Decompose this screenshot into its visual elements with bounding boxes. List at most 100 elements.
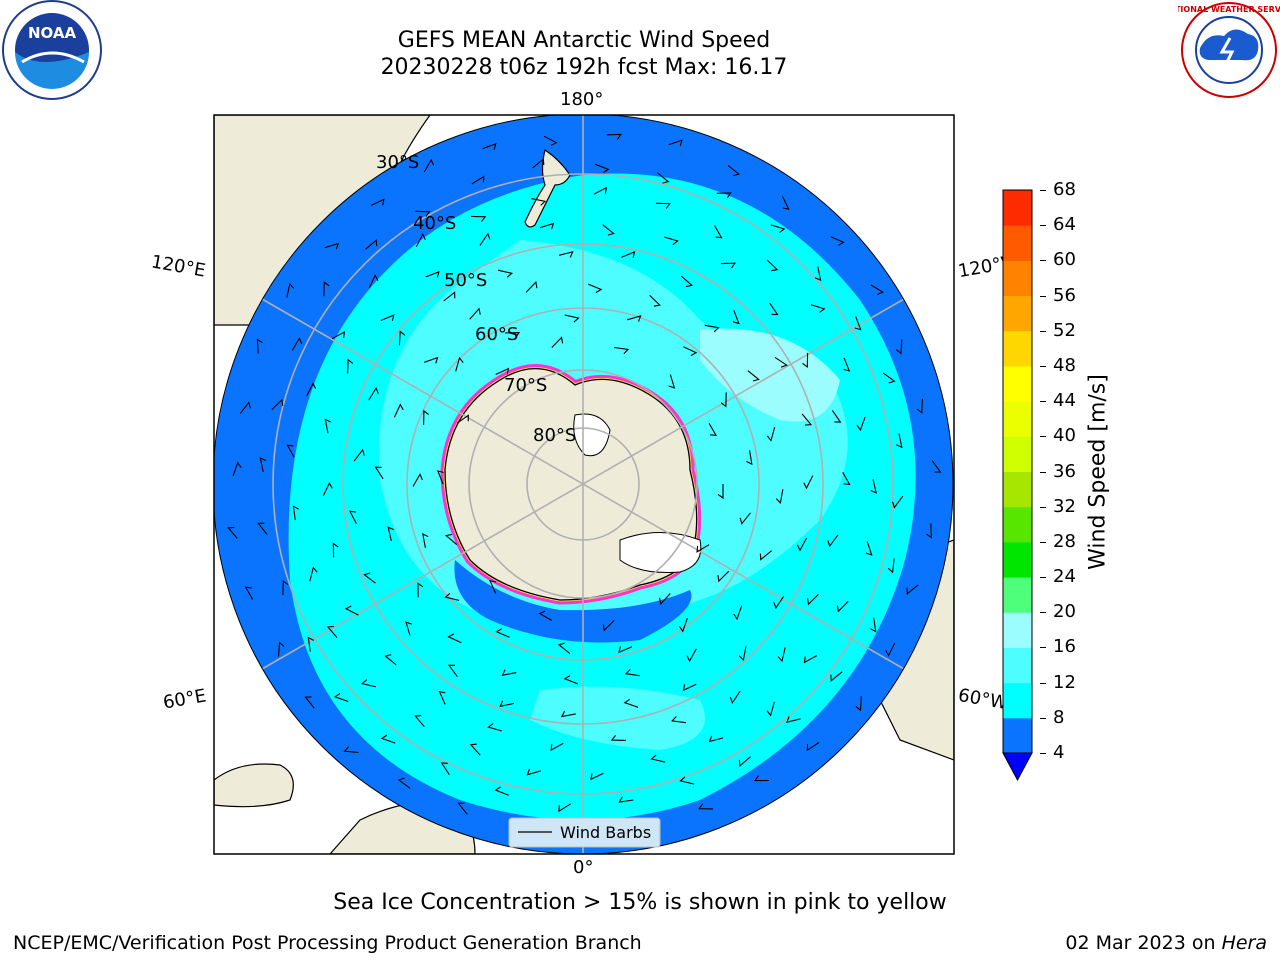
wind-barb [621, 250, 636, 258]
colorbar-segment [1003, 471, 1032, 508]
wind-barb [806, 742, 820, 752]
colorbar-tick-mark [1040, 577, 1046, 579]
lat-label-80s: 80°S [533, 425, 577, 446]
wind-barb [331, 331, 346, 340]
wind-barb [626, 315, 642, 322]
wind-barb [227, 526, 238, 539]
wind-barb [368, 386, 379, 401]
wind-barb [602, 620, 615, 632]
colorbar-tick-label: 60 [1053, 249, 1076, 271]
colorbar-outline [1002, 189, 1033, 754]
wind-barb [854, 316, 862, 331]
wind-barb [830, 671, 843, 682]
wind-barb [531, 198, 547, 206]
colorbar-tick-mark [1040, 753, 1046, 754]
colorbar-tick-mark [1040, 647, 1046, 649]
wind-barb [440, 762, 450, 775]
wind-barb [504, 332, 521, 338]
wind-barb [259, 457, 267, 472]
wind-barb [906, 584, 919, 595]
colorbar-tick-mark [1040, 506, 1046, 508]
colorbar-tick-label: 40 [1053, 425, 1076, 447]
lat-label-30s: 30°S [376, 152, 420, 173]
wind-barb [232, 461, 242, 477]
wind-barb [291, 337, 303, 351]
chart-subtitle: 20230228 t06z 192h fcst Max: 16.17 [380, 55, 788, 80]
wind-barb [720, 262, 736, 269]
wind-barb [803, 655, 818, 664]
colorbar-tick-mark [1040, 365, 1046, 367]
wind-barb [526, 768, 542, 776]
wind-barb [444, 592, 460, 601]
wind-barb [445, 533, 458, 546]
colorbar-segment [1003, 330, 1032, 367]
colorbar-segment [1003, 717, 1032, 754]
wind-barb [348, 510, 357, 524]
lat-label-50s: 50°S [444, 270, 488, 291]
wind-barb [344, 605, 359, 616]
wind-barb [732, 310, 740, 325]
wind-barb [306, 382, 317, 397]
wind-barb [286, 444, 295, 458]
wind-barb [368, 274, 379, 289]
wind-barb [558, 251, 574, 258]
wind-barb [405, 621, 412, 636]
wind-barb [698, 803, 714, 810]
colorbar-tick-label: 28 [1053, 530, 1076, 552]
wind-barb [739, 512, 751, 525]
wind-barb [668, 139, 683, 147]
wind-barb [775, 489, 784, 505]
wind-barb [810, 304, 826, 313]
wind-barb [802, 352, 809, 368]
lat-label-40s: 40°S [413, 213, 457, 234]
wind-barb [494, 786, 509, 796]
colorbar-tick-label: 44 [1053, 390, 1076, 412]
wind-barb [525, 281, 538, 293]
wind-barb [415, 233, 426, 247]
wind-barb [587, 283, 603, 294]
wind-barb [729, 690, 741, 704]
wind-barb [487, 723, 502, 732]
wind-barb [649, 295, 661, 307]
wind-barb [770, 224, 786, 234]
wind-barb [671, 716, 687, 724]
wind-barb [332, 542, 339, 558]
wind-barb [887, 558, 895, 574]
wind-barb [716, 192, 732, 199]
wind-barb [292, 505, 299, 521]
wind-barb [550, 742, 564, 752]
colorbar-tick-mark [1040, 260, 1046, 262]
wind-barb [239, 401, 251, 414]
colorbar-segment [1003, 365, 1032, 402]
wind-barb [415, 210, 431, 217]
wind-barb [489, 579, 497, 594]
legend-label: Wind Barbs [560, 823, 651, 842]
wind-barb [678, 617, 688, 633]
wind-barb [668, 374, 676, 389]
wind-barb [708, 423, 718, 437]
wind-barb [447, 633, 462, 644]
colorbar-tick-mark [1040, 471, 1046, 473]
colorbar-segment [1003, 647, 1032, 684]
chart-title: GEFS MEAN Antarctic Wind Speed [397, 28, 771, 53]
wind-barb [244, 586, 254, 600]
wind-barb [896, 433, 903, 449]
wind-barb [370, 198, 385, 206]
wind-barb [827, 534, 839, 548]
wind-barb [855, 696, 862, 712]
wind-barb [892, 495, 904, 509]
wind-barb [885, 642, 896, 657]
wind-barb [425, 270, 440, 278]
wind-barb [623, 698, 639, 708]
wind-barb [374, 466, 384, 480]
wind-barb [682, 683, 697, 692]
wind-barb [747, 370, 760, 382]
wind-barb [683, 346, 698, 357]
wind-barb [801, 413, 813, 426]
wind-barb [614, 346, 630, 355]
wind-barb [457, 802, 468, 815]
wind-barb [455, 356, 464, 372]
wind-barb [422, 533, 429, 548]
colorbar-tick-label: 24 [1053, 566, 1076, 588]
colorbar-tick-mark [1040, 612, 1046, 614]
